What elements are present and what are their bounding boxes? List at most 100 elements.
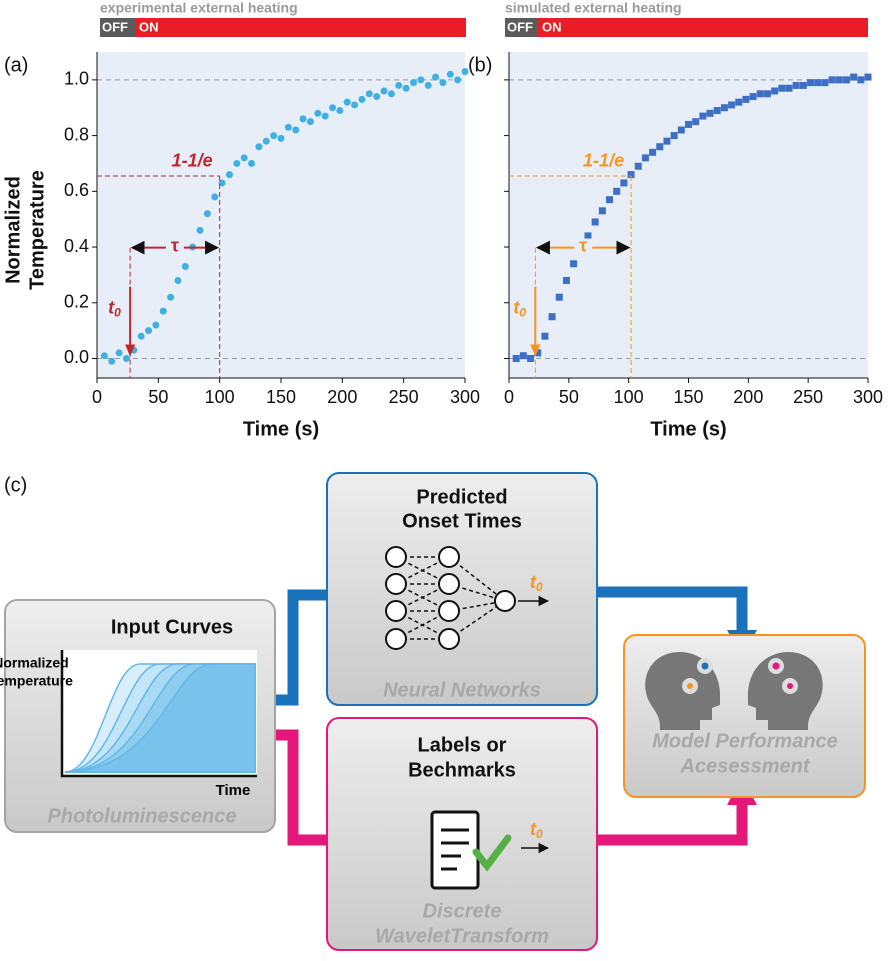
chart: simulated external heating OFF ON (b) 0 50 100… bbox=[468, 0, 883, 440]
data-point bbox=[842, 76, 850, 84]
data-point bbox=[541, 332, 549, 340]
y-axis-title: Normalized bbox=[2, 176, 24, 284]
tau-label-bg bbox=[165, 238, 184, 257]
symbol: t bbox=[108, 297, 115, 317]
x-tick-label: 0 bbox=[92, 387, 102, 407]
data-point bbox=[240, 154, 248, 162]
panel-label: (a) bbox=[4, 54, 28, 76]
subscript: 0 bbox=[519, 306, 526, 320]
data-point bbox=[821, 79, 829, 87]
data-point bbox=[424, 81, 432, 89]
data-point bbox=[225, 171, 233, 179]
data-point bbox=[749, 93, 757, 101]
plot-area bbox=[509, 52, 868, 378]
y-axis-title: Temperature bbox=[26, 170, 48, 290]
x-axis-title: Time (s) bbox=[650, 418, 726, 440]
x-axis-title: Time (s) bbox=[243, 418, 319, 440]
data-point bbox=[584, 232, 592, 240]
data-point bbox=[343, 98, 351, 106]
data-point bbox=[835, 76, 843, 84]
data-point bbox=[677, 126, 685, 134]
data-point bbox=[778, 84, 786, 92]
data-point bbox=[606, 196, 614, 204]
data-point bbox=[248, 159, 256, 167]
y-tick-label: 0.2 bbox=[64, 292, 89, 312]
box-title: Input Curves bbox=[111, 616, 233, 638]
subscript: 0 bbox=[114, 306, 121, 320]
data-point bbox=[799, 81, 807, 89]
on-label: ON bbox=[139, 19, 159, 34]
off-bar bbox=[505, 18, 538, 37]
document-lines bbox=[441, 828, 469, 871]
data-point bbox=[828, 76, 836, 84]
off-label: OFF bbox=[102, 19, 128, 34]
data-point bbox=[713, 107, 721, 115]
diagram: (c) Input Curves Normalized Temperature … bbox=[0, 472, 866, 951]
data-point bbox=[792, 81, 800, 89]
data-point bbox=[373, 93, 381, 101]
on-bar bbox=[135, 18, 466, 37]
box-title: Bechmarks bbox=[408, 759, 516, 781]
symbol: t bbox=[530, 572, 537, 592]
data-point bbox=[548, 313, 556, 321]
data-point bbox=[706, 109, 714, 117]
data-point bbox=[627, 171, 635, 179]
data-point bbox=[432, 73, 440, 81]
data-point bbox=[299, 115, 307, 123]
box-caption: Acesessment bbox=[680, 755, 811, 777]
data-point bbox=[763, 90, 771, 98]
x-tick-label: 100 bbox=[614, 387, 644, 407]
check-icon bbox=[472, 834, 512, 872]
data-point bbox=[461, 68, 469, 76]
data-point bbox=[649, 148, 657, 156]
y-tick-label: 0.6 bbox=[64, 180, 89, 200]
data-point bbox=[145, 327, 153, 335]
data-point bbox=[277, 134, 285, 142]
data-point bbox=[656, 143, 664, 151]
data-point bbox=[233, 159, 241, 167]
x-tick-label: 100 bbox=[205, 387, 235, 407]
data-point bbox=[598, 207, 606, 215]
data-point bbox=[417, 76, 425, 84]
tau-label: τ bbox=[171, 235, 179, 255]
onset-label: t0 bbox=[513, 297, 526, 319]
flow-arrow bbox=[575, 586, 748, 635]
data-point bbox=[174, 276, 182, 284]
data-point bbox=[122, 354, 130, 362]
x-tick-label: 300 bbox=[853, 387, 883, 407]
data-point bbox=[321, 112, 329, 120]
x-tick-label: 250 bbox=[793, 387, 823, 407]
data-point bbox=[562, 276, 570, 284]
box-caption: Model Performance bbox=[652, 730, 838, 752]
box-caption: Photoluminescence bbox=[48, 805, 237, 827]
y-tick-label: 0.0 bbox=[64, 347, 89, 367]
data-point bbox=[613, 187, 621, 195]
axis-title: Time bbox=[216, 782, 251, 799]
axis-title: Normalized bbox=[0, 655, 69, 671]
data-point bbox=[555, 293, 563, 301]
box-title: Predicted bbox=[416, 486, 507, 508]
symbol: t bbox=[530, 819, 537, 839]
data-point bbox=[670, 132, 678, 140]
output-label: t0 bbox=[530, 819, 543, 841]
chart: experimental external heating OFF ON (a) 0 50… bbox=[2, 0, 480, 440]
x-tick-label: 300 bbox=[450, 387, 480, 407]
x-tick-label: 250 bbox=[389, 387, 419, 407]
data-point bbox=[292, 126, 300, 134]
output-label: t0 bbox=[530, 572, 543, 594]
data-point bbox=[857, 76, 865, 84]
sample-curves bbox=[64, 663, 256, 773]
data-point bbox=[663, 137, 671, 145]
data-point bbox=[814, 79, 822, 87]
symbol: t bbox=[513, 297, 520, 317]
data-point bbox=[365, 90, 373, 98]
axis-title: Temperature bbox=[0, 673, 73, 689]
y-tick-label: 1.0 bbox=[64, 69, 89, 89]
data-point bbox=[742, 95, 750, 103]
data-point bbox=[850, 73, 858, 81]
onset-arrow-head bbox=[125, 344, 136, 357]
off-bar bbox=[100, 18, 135, 37]
network-nodes bbox=[385, 546, 516, 650]
y-tick-label: 0.4 bbox=[64, 236, 89, 256]
